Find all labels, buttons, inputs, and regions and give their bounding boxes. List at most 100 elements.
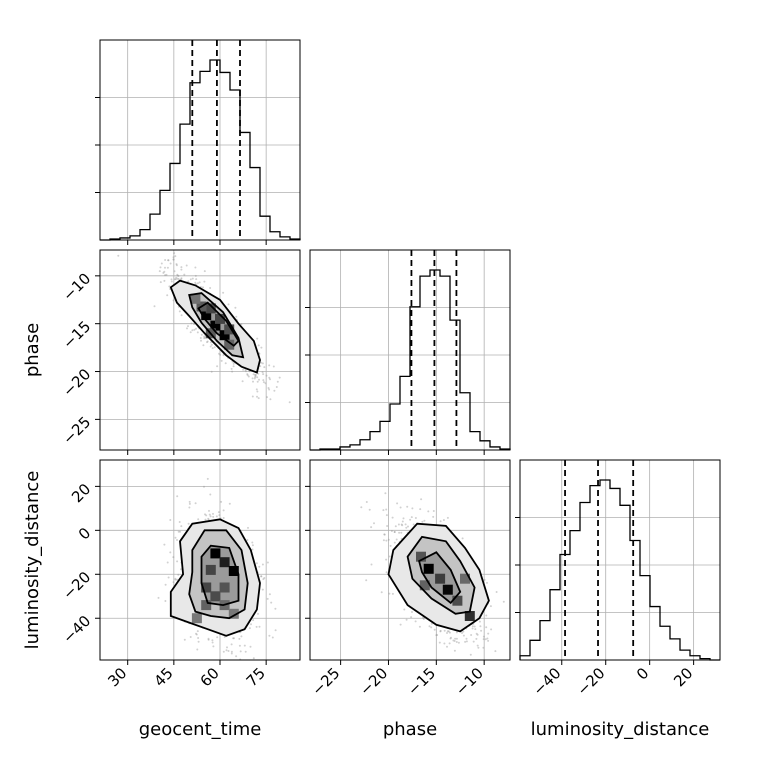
scatter-point [476, 633, 479, 636]
scatter-point [383, 533, 386, 536]
y-tick-label: −10 [59, 269, 94, 304]
scatter-point [261, 362, 264, 365]
scatter-point [176, 274, 179, 277]
scatter-point [411, 611, 413, 613]
scatter-point [254, 375, 257, 377]
scatter-point [166, 294, 169, 297]
scatter-point [246, 373, 249, 376]
scatter-point [177, 275, 180, 277]
scatter-point [244, 369, 247, 371]
scatter-point [172, 258, 175, 261]
scatter-point [233, 637, 235, 640]
scatter-point [252, 380, 254, 383]
scatter-point [230, 652, 233, 655]
scatter-point [252, 657, 255, 660]
scatter-point [469, 653, 472, 656]
scatter-point [403, 608, 406, 611]
scatter-point [274, 629, 277, 632]
scatter-point [160, 262, 163, 265]
scatter-point [153, 305, 156, 308]
scatter-point [191, 277, 194, 280]
scatter-point [370, 563, 373, 566]
scatter-point [203, 270, 206, 273]
scatter-point [212, 645, 215, 648]
scatter-point [158, 270, 161, 273]
scatter-point [455, 631, 458, 634]
histogram-luminosity_distance [519, 479, 720, 661]
density-cell [205, 303, 216, 314]
scatter-point [209, 345, 212, 348]
scatter-point [250, 623, 252, 626]
scatter-point [175, 264, 178, 267]
scatter-point [402, 517, 405, 520]
scatter-point [194, 281, 197, 284]
scatter-point [172, 299, 175, 302]
scatter-point [203, 337, 206, 340]
scatter-point [258, 625, 261, 628]
panel-frame [99, 459, 301, 661]
contour-line [200, 544, 240, 607]
scatter-point [197, 518, 200, 521]
scatter-point [187, 522, 190, 525]
scatter-point [462, 634, 465, 637]
scatter-point [382, 509, 385, 512]
x-tick-label: 60 [197, 664, 223, 690]
scatter-point [163, 270, 166, 273]
scatter-point [487, 632, 490, 635]
scatter-point [256, 395, 258, 398]
scatter-point [240, 635, 243, 638]
density-cell [224, 339, 235, 350]
scatter-point [388, 592, 391, 595]
scatter-point [177, 573, 180, 576]
scatter-point [485, 614, 488, 617]
x-tick-label: −20 [356, 664, 391, 699]
scatter-point [465, 637, 468, 640]
scatter-point [256, 376, 259, 379]
scatter-point [246, 374, 249, 377]
scatter-point [172, 256, 175, 259]
scatter-point [495, 591, 498, 593]
scatter-point [272, 365, 275, 368]
scatter-point [193, 323, 195, 326]
scatter-point [200, 333, 203, 336]
scatter-point [394, 525, 397, 528]
scatter-point [427, 510, 430, 513]
scatter-point [177, 530, 180, 533]
scatter-point [246, 539, 249, 541]
scatter-point [117, 254, 120, 257]
scatter-point [278, 376, 281, 379]
scatter-point [473, 625, 476, 628]
density-cell [201, 582, 212, 593]
scatter-point [365, 579, 368, 582]
scatter-point [176, 539, 178, 541]
scatter-point [204, 513, 206, 516]
scatter-point [216, 636, 219, 639]
scatter-point [164, 259, 167, 261]
scatter-point [401, 524, 404, 527]
scatter-point [414, 620, 417, 623]
scatter-point [177, 278, 180, 280]
scatter-point [255, 388, 258, 391]
x-tick-label: 75 [243, 664, 269, 690]
scatter-point [174, 536, 177, 539]
scatter-point [410, 616, 413, 619]
scatter-point [432, 515, 435, 518]
scatter-point [387, 538, 390, 541]
y-tick-label: −40 [59, 612, 94, 647]
scatter-point [218, 514, 221, 517]
scatter-point [225, 649, 228, 652]
scatter-point [207, 638, 210, 641]
scatter-point [212, 512, 214, 515]
scatter-point [482, 646, 485, 649]
x-tick-label: −40 [529, 664, 564, 699]
scatter-point [435, 634, 438, 637]
scatter-point [211, 641, 214, 644]
scatter-point [448, 631, 451, 634]
scatter-point [174, 578, 177, 581]
panel-frame [99, 39, 301, 241]
scatter-point [207, 517, 210, 520]
scatter-point [397, 523, 400, 526]
scatter-point [380, 591, 383, 594]
scatter-point [388, 555, 391, 558]
scatter-point [231, 370, 234, 373]
